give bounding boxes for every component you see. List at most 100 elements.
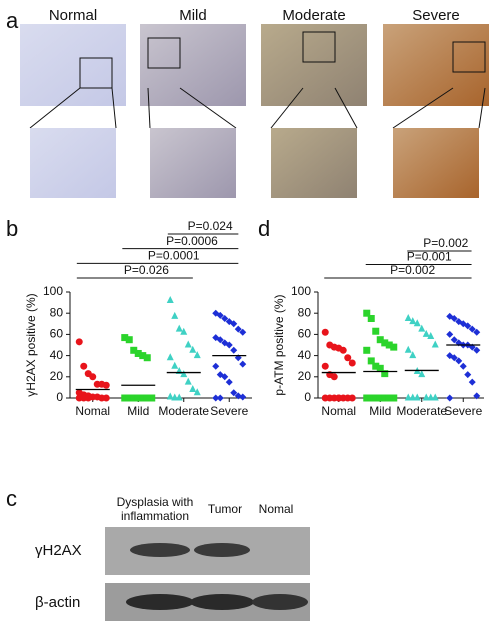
point (189, 385, 197, 393)
point (367, 357, 375, 365)
point (216, 311, 224, 319)
point (189, 345, 197, 353)
image-title: Mild (179, 7, 207, 24)
x-tick-label: Mild (369, 404, 391, 418)
point (404, 393, 412, 401)
zoom-line (270, 87, 304, 129)
point (418, 370, 426, 378)
band (126, 594, 194, 610)
point (230, 346, 238, 354)
point (143, 394, 151, 402)
zoom-line (29, 87, 81, 129)
zoom-box (147, 37, 181, 69)
x-tick-label: Nomal (75, 404, 110, 418)
micrograph-zoom (30, 128, 116, 198)
point (376, 336, 384, 344)
point (339, 346, 347, 354)
point (473, 328, 481, 336)
point (321, 328, 329, 336)
point (450, 354, 458, 362)
point (381, 394, 389, 402)
p-value: P=0.0006 (166, 234, 218, 248)
point (139, 352, 147, 360)
point (225, 378, 233, 386)
point (193, 351, 201, 359)
p-value: P=0.002 (423, 236, 468, 250)
zoom-box (452, 41, 486, 73)
zoom-box (302, 31, 336, 63)
row-label: β-actin (35, 594, 80, 611)
micrograph (383, 24, 489, 106)
zoom-line (334, 87, 358, 129)
y-tick-label: 100 (43, 284, 63, 298)
point (175, 324, 183, 332)
point (427, 332, 435, 340)
point (89, 373, 97, 381)
point (221, 315, 229, 322)
image-title: Normal (49, 7, 97, 24)
point (381, 339, 389, 347)
point (130, 346, 138, 354)
band (194, 543, 250, 557)
p-value: P=0.001 (407, 250, 452, 264)
point (464, 322, 472, 330)
point (409, 317, 417, 325)
point (363, 346, 371, 354)
point (348, 359, 356, 367)
point (148, 394, 156, 402)
y-tick-label: 60 (50, 327, 64, 341)
point (446, 394, 454, 402)
point (413, 319, 421, 327)
point (239, 393, 247, 401)
point (468, 378, 476, 386)
point (180, 370, 188, 378)
zoom-line (392, 87, 454, 129)
point (409, 393, 417, 401)
point (171, 361, 179, 369)
y-tick-label: 0 (56, 390, 63, 404)
point (413, 393, 421, 401)
y-tick-label: 20 (50, 369, 64, 383)
point (372, 394, 380, 402)
p-value: P=0.026 (124, 263, 169, 277)
y-tick-label: 80 (50, 305, 64, 319)
zoom-box (79, 57, 113, 89)
panel-label: b (6, 216, 18, 241)
point (468, 325, 476, 333)
band (190, 594, 254, 610)
zoom-line (111, 87, 117, 129)
micrograph-zoom (150, 128, 236, 198)
point (184, 377, 192, 385)
point (125, 394, 133, 402)
point (121, 394, 129, 402)
micrograph (20, 24, 126, 106)
point (171, 393, 179, 401)
point (473, 392, 481, 400)
y-tick-label: 100 (291, 284, 311, 298)
point (166, 295, 174, 303)
point (473, 346, 481, 354)
point (134, 349, 142, 357)
zoom-line (147, 87, 151, 129)
point (143, 354, 151, 362)
point (376, 364, 384, 372)
point (234, 325, 242, 333)
p-value: P=0.024 (188, 219, 233, 233)
y-tick-label: 40 (50, 348, 64, 362)
panel-label: d (258, 216, 270, 241)
y-axis-label: p-ATM positive (%) (272, 294, 286, 395)
point (367, 315, 375, 322)
point (459, 362, 467, 370)
x-tick-label: Moderate (158, 404, 209, 418)
point (335, 394, 343, 402)
point (184, 340, 192, 348)
point (422, 393, 430, 401)
point (134, 394, 142, 402)
panel-label: a (6, 8, 19, 33)
micrograph (261, 24, 367, 106)
x-tick-label: Nomal (321, 404, 356, 418)
point (409, 351, 417, 359)
chart: d 0 20 40 60 80 100 p-ATM positive (%) Nomal Mild… (258, 216, 484, 418)
